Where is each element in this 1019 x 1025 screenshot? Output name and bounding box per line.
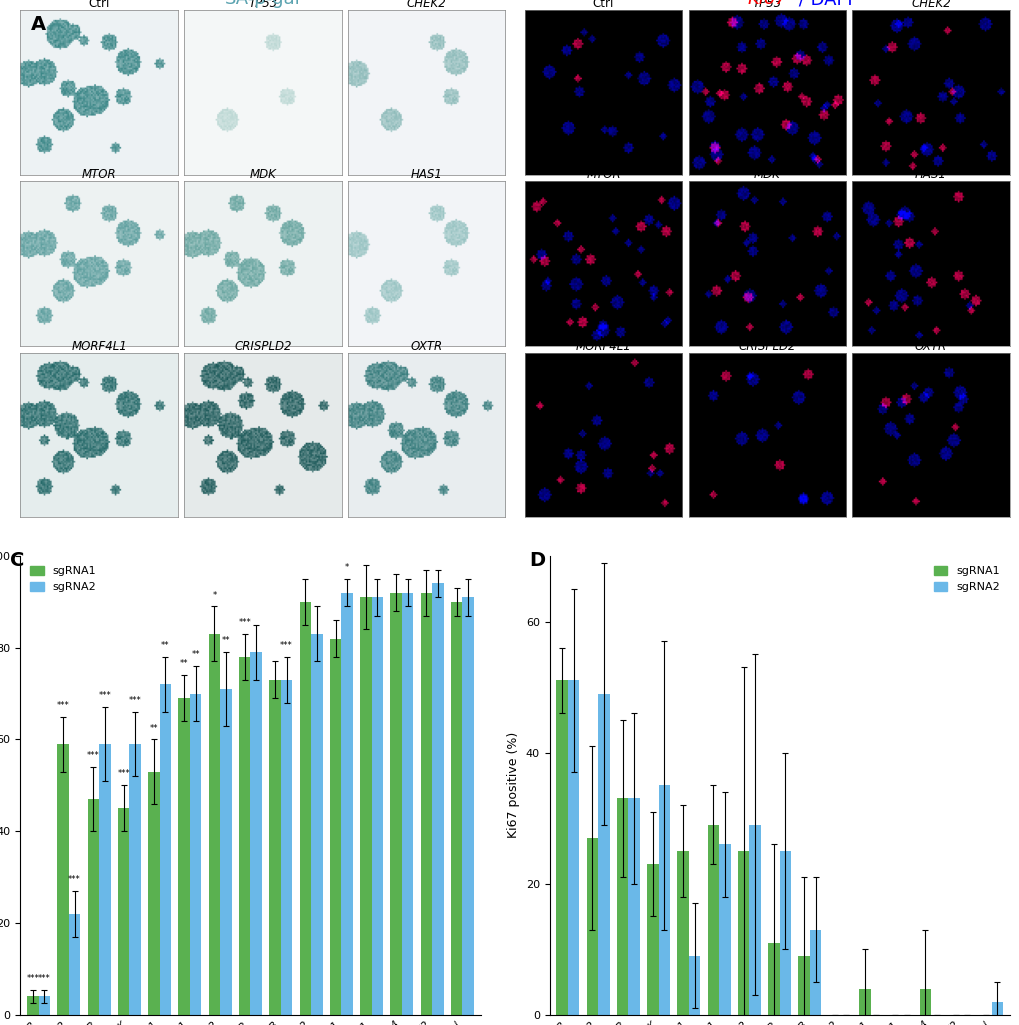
Bar bbox=[68, 914, 81, 1015]
Legend: sgRNA1, sgRNA2: sgRNA1, sgRNA2 bbox=[25, 562, 101, 597]
Text: **: ** bbox=[179, 659, 189, 668]
Bar bbox=[555, 681, 568, 1015]
Title: CRISPLD2: CRISPLD2 bbox=[738, 339, 795, 353]
Text: ***: *** bbox=[68, 875, 81, 884]
Bar bbox=[160, 685, 171, 1015]
Title: MORF4L1: MORF4L1 bbox=[71, 339, 127, 353]
Text: A: A bbox=[31, 15, 46, 35]
Title: MTOR: MTOR bbox=[82, 168, 116, 181]
Title: MTOR: MTOR bbox=[586, 168, 621, 181]
Title: Ctrl: Ctrl bbox=[592, 0, 613, 10]
Text: *: * bbox=[212, 590, 216, 600]
Bar bbox=[300, 602, 311, 1015]
Bar bbox=[597, 694, 609, 1015]
Title: MORF4L1: MORF4L1 bbox=[575, 339, 631, 353]
Text: ***: *** bbox=[99, 692, 111, 700]
Y-axis label: Ki67 positive (%): Ki67 positive (%) bbox=[506, 732, 520, 838]
Bar bbox=[238, 657, 251, 1015]
Bar bbox=[269, 680, 280, 1015]
Bar bbox=[809, 930, 820, 1015]
Title: HAS1: HAS1 bbox=[914, 168, 946, 181]
Bar bbox=[209, 633, 220, 1015]
Bar bbox=[586, 837, 597, 1015]
Bar bbox=[420, 592, 432, 1015]
Bar bbox=[57, 744, 68, 1015]
Bar bbox=[220, 689, 231, 1015]
Title: TP53: TP53 bbox=[248, 0, 277, 10]
Title: Ctrl: Ctrl bbox=[89, 0, 110, 10]
Bar bbox=[341, 592, 353, 1015]
Bar bbox=[190, 694, 201, 1015]
Bar bbox=[798, 955, 809, 1015]
Legend: sgRNA1, sgRNA2: sgRNA1, sgRNA2 bbox=[928, 562, 1004, 597]
Bar bbox=[568, 681, 579, 1015]
Text: SA-β-gal: SA-β-gal bbox=[225, 0, 301, 8]
Bar bbox=[450, 602, 462, 1015]
Title: CHEK2: CHEK2 bbox=[407, 0, 446, 10]
Bar bbox=[616, 798, 628, 1015]
Title: CHEK2: CHEK2 bbox=[910, 0, 950, 10]
Bar bbox=[990, 1001, 1002, 1015]
Bar bbox=[99, 744, 110, 1015]
Text: ***: *** bbox=[280, 641, 292, 650]
Bar bbox=[280, 680, 292, 1015]
Title: OXTR: OXTR bbox=[914, 339, 947, 353]
Bar bbox=[432, 583, 443, 1015]
Text: **: ** bbox=[221, 637, 230, 646]
Bar bbox=[371, 598, 383, 1015]
Bar bbox=[129, 744, 141, 1015]
Bar bbox=[118, 809, 129, 1015]
Bar bbox=[360, 598, 371, 1015]
Text: B: B bbox=[535, 15, 549, 35]
Title: MDK: MDK bbox=[250, 168, 276, 181]
Bar bbox=[39, 996, 50, 1015]
Bar bbox=[401, 592, 413, 1015]
Title: HAS1: HAS1 bbox=[411, 168, 442, 181]
Bar bbox=[858, 988, 869, 1015]
Bar bbox=[88, 800, 99, 1015]
Bar bbox=[749, 825, 760, 1015]
Text: ***: *** bbox=[238, 618, 251, 627]
Bar bbox=[628, 798, 639, 1015]
Text: ***: *** bbox=[87, 751, 100, 761]
Text: ***: *** bbox=[26, 974, 39, 983]
Bar bbox=[329, 639, 341, 1015]
Bar bbox=[148, 772, 160, 1015]
Bar bbox=[251, 652, 262, 1015]
Text: D: D bbox=[529, 550, 545, 570]
Bar bbox=[677, 851, 688, 1015]
Text: **: ** bbox=[192, 650, 200, 659]
Title: OXTR: OXTR bbox=[411, 339, 442, 353]
Title: MDK: MDK bbox=[753, 168, 780, 181]
Bar bbox=[390, 592, 401, 1015]
Text: **: ** bbox=[161, 641, 169, 650]
Bar bbox=[779, 851, 791, 1015]
Text: ***: *** bbox=[57, 701, 69, 709]
Bar bbox=[28, 996, 39, 1015]
Bar bbox=[462, 598, 474, 1015]
Bar bbox=[767, 943, 779, 1015]
Bar bbox=[646, 864, 658, 1015]
Title: TP53: TP53 bbox=[752, 0, 782, 10]
Bar bbox=[737, 851, 749, 1015]
Text: ***: *** bbox=[117, 770, 129, 778]
Text: Ki67: Ki67 bbox=[747, 0, 787, 8]
Bar bbox=[919, 988, 930, 1015]
Text: ***: *** bbox=[128, 696, 142, 705]
Text: *: * bbox=[344, 563, 348, 572]
Text: C: C bbox=[10, 550, 24, 570]
Title: CRISPLD2: CRISPLD2 bbox=[234, 339, 291, 353]
Bar bbox=[688, 955, 700, 1015]
Text: **: ** bbox=[150, 724, 158, 733]
Bar bbox=[718, 845, 730, 1015]
Text: / DAPI: / DAPI bbox=[792, 0, 852, 8]
Bar bbox=[311, 633, 322, 1015]
Bar bbox=[658, 785, 669, 1015]
Text: ***: *** bbox=[38, 974, 51, 983]
Bar bbox=[178, 698, 190, 1015]
Bar bbox=[707, 825, 718, 1015]
